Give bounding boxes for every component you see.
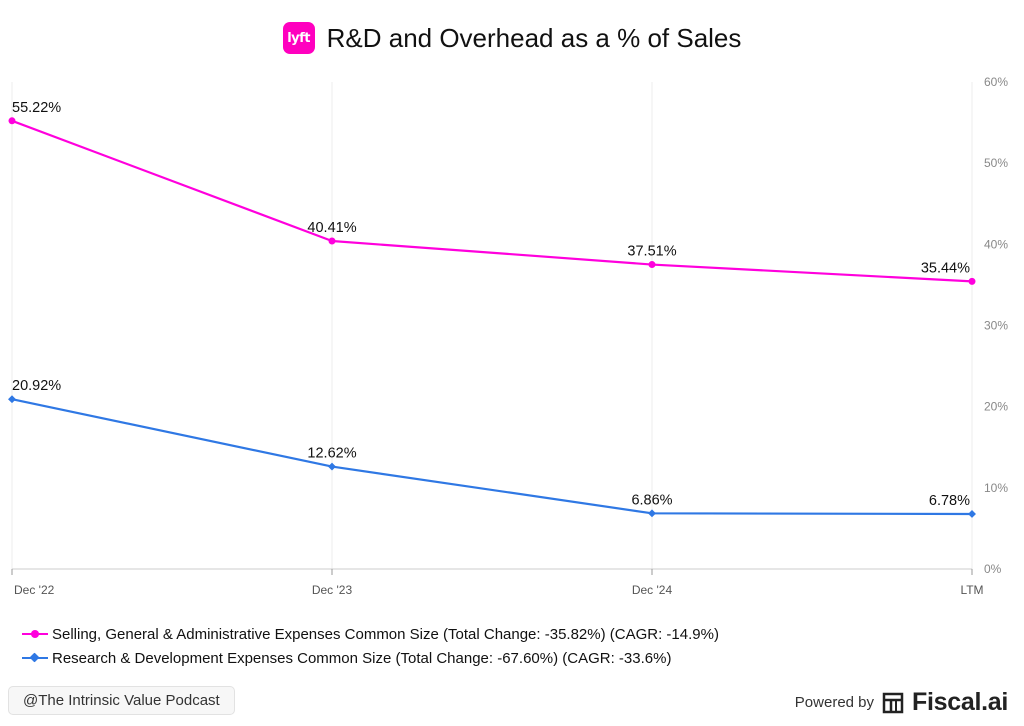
chart-legend: Selling, General & Administrative Expens… bbox=[22, 622, 719, 670]
legend-label-rd: Research & Development Expenses Common S… bbox=[52, 649, 672, 667]
data-point bbox=[968, 510, 976, 518]
chart-title: R&D and Overhead as a % of Sales bbox=[326, 22, 742, 53]
chart-header: lyft R&D and Overhead as a % of Sales bbox=[0, 22, 1024, 54]
data-point bbox=[8, 117, 16, 125]
line-chart: 55.22% 40.41% 37.51% 35.44% 20.92% 12.62% 6.86… bbox=[8, 75, 1008, 597]
watermark: @The Intrinsic Value Podcast bbox=[8, 686, 235, 715]
legend-label-sga: Selling, General & Administrative Expens… bbox=[52, 625, 719, 643]
legend-item-sga[interactable]: Selling, General & Administrative Expens… bbox=[22, 622, 719, 646]
data-point bbox=[8, 395, 16, 404]
y-tick-label: 0% bbox=[984, 562, 1002, 576]
chart-series bbox=[8, 117, 976, 518]
data-label: 55.22% bbox=[12, 100, 61, 116]
chart-axes: 0% 10% 20% 30% 40% 50% 60% Dec '22 Dec '23 Dec '2… bbox=[11, 75, 1008, 597]
y-tick-label: 30% bbox=[984, 319, 1008, 333]
chart-data-labels: 55.22% 40.41% 37.51% 35.44% 20.92% 12.62% 6.86… bbox=[12, 100, 970, 509]
data-label: 20.92% bbox=[12, 378, 61, 394]
y-tick-label: 40% bbox=[984, 237, 1008, 251]
fiscal-ai-icon bbox=[882, 692, 904, 713]
data-label: 12.62% bbox=[307, 446, 356, 462]
chart-grid bbox=[11, 82, 973, 569]
legend-marker-sga bbox=[22, 628, 48, 640]
x-tick-label: Dec '24 bbox=[632, 583, 673, 597]
series-line-sga bbox=[11, 119, 973, 283]
data-label: 37.51% bbox=[627, 244, 676, 260]
y-tick-label: 50% bbox=[984, 156, 1008, 170]
series-line-rd bbox=[11, 398, 973, 516]
x-tick-label: LTM bbox=[960, 583, 983, 597]
y-tick-label: 10% bbox=[984, 481, 1008, 495]
data-point bbox=[968, 277, 976, 285]
data-point bbox=[328, 462, 336, 471]
y-tick-label: 20% bbox=[984, 400, 1008, 414]
legend-item-rd[interactable]: Research & Development Expenses Common S… bbox=[22, 646, 719, 670]
data-point bbox=[648, 509, 656, 518]
fiscal-ai-brand: Fiscal.ai bbox=[912, 688, 1008, 716]
data-label: 6.86% bbox=[631, 492, 672, 508]
data-label: 6.78% bbox=[929, 493, 970, 509]
x-tick-label: Dec '22 bbox=[14, 583, 55, 597]
data-label: 40.41% bbox=[307, 220, 356, 236]
lyft-logo: lyft bbox=[282, 22, 315, 54]
data-point bbox=[328, 237, 336, 245]
data-label: 35.44% bbox=[921, 260, 970, 276]
powered-by-label: Powered by bbox=[794, 694, 875, 711]
powered-by: Powered by Fiscal.ai bbox=[794, 688, 1009, 717]
legend-marker-rd bbox=[22, 652, 48, 664]
x-tick-label: Dec '23 bbox=[312, 583, 353, 597]
y-tick-label: 60% bbox=[984, 75, 1008, 89]
data-point bbox=[648, 261, 656, 269]
